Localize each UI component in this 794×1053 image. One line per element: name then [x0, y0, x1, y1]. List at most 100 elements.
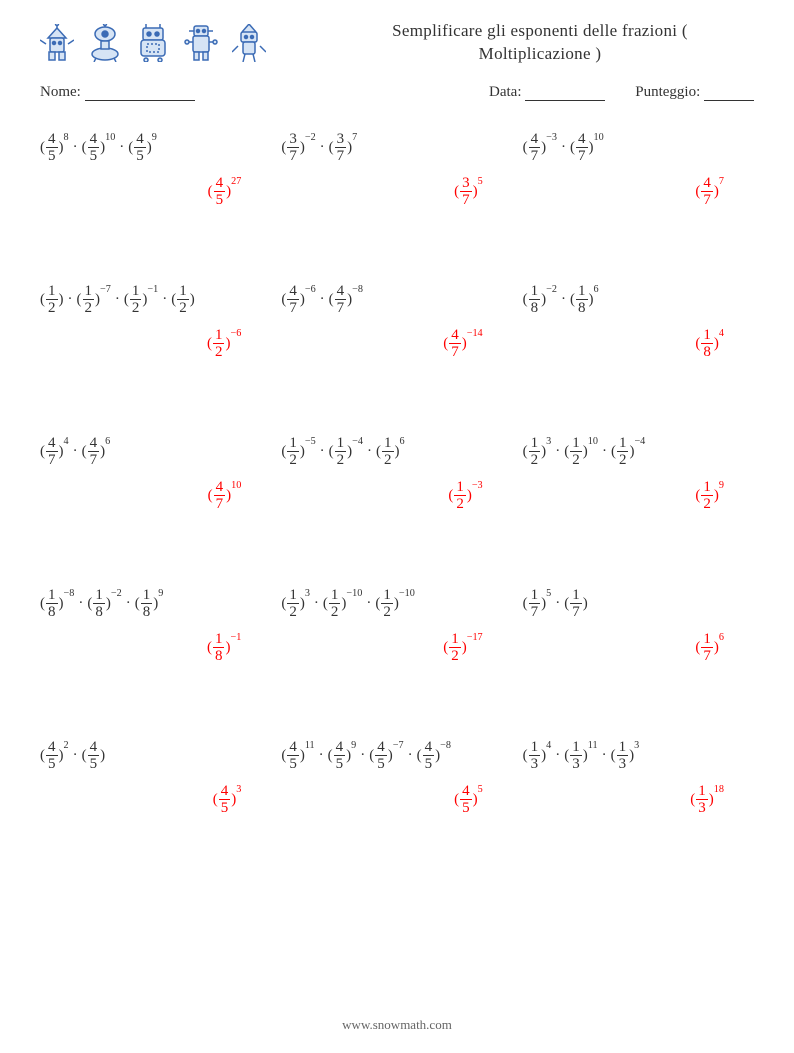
denominator: 3 [570, 756, 582, 773]
open-paren: ( [208, 183, 213, 199]
denominator: 7 [529, 604, 541, 621]
numerator: 1 [141, 587, 153, 605]
fraction: 45 [287, 739, 299, 773]
exponent: −4 [634, 436, 645, 447]
problem-answer: (18)4 [523, 327, 754, 361]
denominator: 7 [335, 148, 347, 165]
numerator: 4 [334, 739, 346, 757]
open-paren: ( [281, 291, 286, 307]
open-paren: ( [523, 291, 528, 307]
numerator: 4 [287, 739, 299, 757]
multiplication-dot: · [561, 292, 566, 307]
open-paren: ( [40, 139, 45, 155]
fraction: 12 [617, 435, 629, 469]
denominator: 5 [134, 148, 146, 165]
denominator: 8 [46, 604, 58, 621]
denominator: 5 [214, 192, 226, 209]
denominator: 7 [576, 148, 588, 165]
close-paren: ) [388, 747, 393, 763]
fraction: 18 [576, 283, 588, 317]
close-paren: ) [100, 747, 105, 763]
denominator: 3 [617, 756, 629, 773]
exponent: 10 [231, 480, 241, 491]
numerator: 1 [130, 283, 142, 301]
fraction: 13 [570, 739, 582, 773]
numerator: 1 [382, 435, 394, 453]
fraction: 12 [83, 283, 95, 317]
fraction: 12 [382, 435, 394, 469]
open-paren: ( [281, 443, 286, 459]
close-paren: ) [190, 291, 195, 307]
close-paren: ) [589, 139, 594, 155]
fraction: 45 [134, 131, 146, 165]
right-fields: Data: Punteggio: [489, 84, 754, 101]
multiplication-dot: · [162, 292, 167, 307]
fraction: 45 [460, 783, 472, 817]
multiplication-dot: · [408, 748, 413, 763]
fraction: 37 [335, 131, 347, 165]
open-paren: ( [171, 291, 176, 307]
exponent: 3 [634, 740, 639, 751]
date-blank [525, 86, 605, 101]
numerator: 1 [570, 435, 582, 453]
multiplication-dot: · [602, 444, 607, 459]
open-paren: ( [124, 291, 129, 307]
numerator: 1 [329, 587, 341, 605]
denominator: 2 [449, 648, 461, 665]
exponent: 6 [594, 284, 599, 295]
problem-expression: (47)−6·(47)−8 [281, 283, 512, 317]
denominator: 7 [570, 604, 582, 621]
fraction: 12 [570, 435, 582, 469]
score-field: Punteggio: [635, 84, 754, 101]
denominator: 7 [214, 496, 226, 513]
numerator: 4 [375, 739, 387, 757]
fraction: 18 [529, 283, 541, 317]
problem-expression: (17)5·(17) [523, 587, 754, 621]
fraction: 45 [375, 739, 387, 773]
multiplication-dot: · [314, 596, 319, 611]
fraction: 12 [287, 587, 299, 621]
open-paren: ( [329, 291, 334, 307]
open-paren: ( [281, 595, 286, 611]
footer: www.snowmath.com [0, 1017, 794, 1033]
problem-expression: (47)−3·(47)10 [523, 131, 754, 165]
exponent: −1 [230, 632, 241, 643]
exponent: −8 [440, 740, 451, 751]
numerator: 1 [449, 631, 461, 649]
multiplication-dot: · [319, 748, 324, 763]
title-line-2: Moltiplicazione ) [479, 44, 602, 63]
numerator: 1 [213, 327, 225, 345]
open-paren: ( [523, 443, 528, 459]
open-paren: ( [564, 747, 569, 763]
multiplication-dot: · [68, 292, 73, 307]
exponent: 5 [546, 588, 551, 599]
denominator: 7 [449, 344, 461, 361]
fraction: 13 [617, 739, 629, 773]
close-paren: ) [59, 291, 64, 307]
problem-answer: (45)5 [281, 783, 512, 817]
exponent: 10 [105, 132, 115, 143]
exponent: −6 [305, 284, 316, 295]
close-paren: ) [583, 747, 588, 763]
problem: (12)3·(12)10·(12)−4(12)9 [523, 435, 754, 513]
multiplication-dot: · [320, 444, 325, 459]
exponent: −7 [100, 284, 111, 295]
denominator: 5 [423, 756, 435, 773]
numerator: 1 [213, 631, 225, 649]
numerator: 4 [287, 283, 299, 301]
exponent: −1 [147, 284, 158, 295]
open-paren: ( [695, 487, 700, 503]
open-paren: ( [87, 595, 92, 611]
fraction: 12 [213, 327, 225, 361]
close-paren: ) [462, 335, 467, 351]
denominator: 7 [287, 148, 299, 165]
fraction: 47 [529, 131, 541, 165]
open-paren: ( [611, 443, 616, 459]
open-paren: ( [135, 595, 140, 611]
denominator: 2 [83, 300, 95, 317]
exponent: −4 [352, 436, 363, 447]
numerator: 4 [701, 175, 713, 193]
exponent: 10 [588, 436, 598, 447]
problem-expression: (13)4·(13)11·(13)3 [523, 739, 754, 773]
problem-answer: (47)7 [523, 175, 754, 209]
